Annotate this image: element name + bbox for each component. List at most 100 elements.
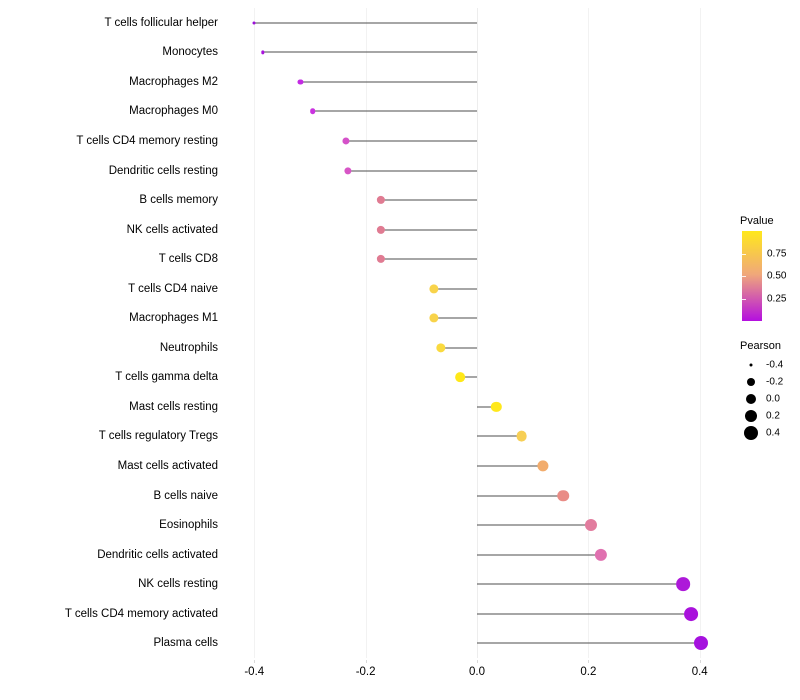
pearson-size-legend: Pearson -0.4 -0.2 0.0 0.2 0.4	[740, 340, 800, 441]
lollipop-point[interactable]	[684, 606, 699, 621]
x-axis-tick-label: 0.2	[580, 666, 597, 678]
y-axis-label: T cells follicular helper	[104, 16, 218, 29]
lollipop-point[interactable]	[377, 254, 386, 264]
lollipop-point[interactable]	[428, 313, 439, 323]
colorbar-tick-label: 0.75	[767, 248, 787, 259]
lollipop-stem	[254, 22, 477, 24]
pvalue-legend-title: Pvalue	[740, 215, 774, 227]
pearson-legend-row: 0.4	[740, 424, 800, 441]
y-axis-label: T cells gamma delta	[115, 371, 218, 384]
x-axis: -0.4 -0.2 0.0 0.2 0.4	[232, 660, 722, 690]
pearson-legend-dot	[749, 363, 753, 366]
lollipop-stem	[381, 199, 477, 201]
grid-line	[699, 8, 701, 658]
legend-group: Pvalue 0.75 0.50 0.25 Pearson -0.4 -0.2 0.0 0…	[740, 215, 800, 465]
pearson-legend-dot	[746, 393, 756, 404]
pearson-legend-dot	[744, 425, 758, 440]
lollipop-point[interactable]	[436, 343, 446, 353]
pearson-legend-label: 0.2	[766, 410, 780, 421]
lollipop-stem	[477, 613, 692, 615]
y-axis-label: NK cells activated	[126, 223, 218, 236]
y-axis-label: Plasma cells	[153, 637, 218, 650]
colorbar-tick-mark	[742, 276, 746, 277]
y-axis-label: NK cells resting	[138, 578, 218, 591]
y-axis-label: B cells naive	[153, 489, 218, 502]
y-axis-label: B cells memory	[139, 194, 218, 207]
lollipop-stem	[477, 495, 564, 496]
lollipop-point[interactable]	[516, 431, 527, 442]
x-axis-tick-label: -0.4	[244, 666, 265, 678]
pearson-legend-label: 0.0	[766, 393, 780, 404]
x-axis-tick-label: 0.0	[469, 666, 485, 678]
lollipop-point[interactable]	[252, 21, 256, 25]
y-axis-label: T cells CD8	[158, 253, 218, 266]
lollipop-stem	[433, 317, 477, 319]
lollipop-point[interactable]	[297, 79, 304, 85]
lollipop-point[interactable]	[342, 137, 350, 145]
pearson-legend-title: Pearson	[740, 340, 781, 352]
lollipop-point[interactable]	[377, 225, 386, 234]
y-axis-label: T cells regulatory Tregs	[98, 430, 218, 443]
y-axis-label: Dendritic cells resting	[108, 164, 218, 177]
lollipop-point[interactable]	[594, 548, 607, 561]
x-axis-tick-label: 0.4	[691, 666, 708, 678]
y-axis-label: Mast cells activated	[117, 459, 218, 472]
pearson-legend-row: -0.4	[740, 356, 800, 373]
lollipop-point[interactable]	[557, 489, 570, 502]
lollipop-stem	[477, 554, 601, 556]
x-axis-tick-mark	[254, 660, 256, 663]
y-axis-label: Mast cells resting	[129, 400, 218, 413]
pearson-legend-dot	[745, 409, 757, 422]
lollipop-stem	[477, 524, 592, 526]
grid-line	[477, 8, 478, 658]
y-axis-labels: T cells follicular helper Monocytes Macrop…	[0, 0, 228, 700]
lollipop-point[interactable]	[491, 401, 502, 413]
colorbar-tick-mark	[742, 298, 746, 300]
x-axis-tick-mark	[365, 660, 367, 663]
y-axis-label: Macrophages M0	[129, 105, 218, 118]
lollipop-point[interactable]	[377, 195, 386, 205]
pearson-legend-rows: -0.4 -0.2 0.0 0.2 0.4	[740, 356, 800, 441]
lollipop-point[interactable]	[585, 519, 598, 532]
lollipop-stem	[477, 642, 702, 644]
colorbar-tick-mark	[742, 253, 746, 255]
lollipop-stem	[440, 347, 477, 349]
y-axis-label: T cells CD4 memory resting	[76, 134, 218, 147]
lollipop-stem	[300, 81, 477, 83]
lollipop-point[interactable]	[260, 50, 265, 54]
lollipop-point[interactable]	[455, 372, 466, 383]
lollipop-stem	[477, 435, 522, 437]
lollipop-stem	[312, 110, 477, 112]
colorbar-tick-label: 0.50	[767, 270, 787, 282]
y-axis-label: T cells CD4 naive	[128, 282, 218, 295]
lollipop-stem	[262, 51, 477, 53]
lollipop-stem	[477, 583, 684, 585]
lollipop-point[interactable]	[694, 636, 709, 651]
grid-line	[365, 8, 367, 658]
pearson-legend-label: -0.2	[766, 376, 784, 387]
lollipop-stem	[477, 465, 543, 467]
pearson-legend-dot	[747, 377, 755, 386]
lollipop-stem	[381, 258, 477, 260]
x-axis-tick-mark	[477, 660, 478, 663]
lollipop-stem	[460, 376, 477, 378]
lollipop-point[interactable]	[676, 577, 690, 591]
plot-panel	[232, 8, 722, 658]
y-axis-label: T cells CD4 memory activated	[64, 607, 218, 620]
pearson-legend-label: 0.4	[766, 427, 780, 438]
colorbar-tick-label: 0.25	[767, 293, 787, 304]
lollipop-point[interactable]	[537, 460, 549, 472]
y-axis-label: Dendritic cells activated	[97, 548, 218, 561]
y-axis-label: Macrophages M1	[129, 312, 218, 325]
lollipop-point[interactable]	[309, 108, 316, 115]
lollipop-point[interactable]	[428, 284, 439, 294]
grid-line	[254, 8, 256, 658]
grid-line	[588, 8, 590, 658]
pearson-legend-row: -0.2	[740, 373, 800, 390]
lollipop-point[interactable]	[344, 166, 352, 175]
x-axis-tick-label: -0.2	[355, 666, 376, 678]
y-axis-label: Monocytes	[162, 46, 218, 59]
pearson-legend-label: -0.4	[766, 359, 784, 370]
x-axis-tick-mark	[699, 660, 701, 663]
pearson-legend-row: 0.2	[740, 407, 800, 424]
